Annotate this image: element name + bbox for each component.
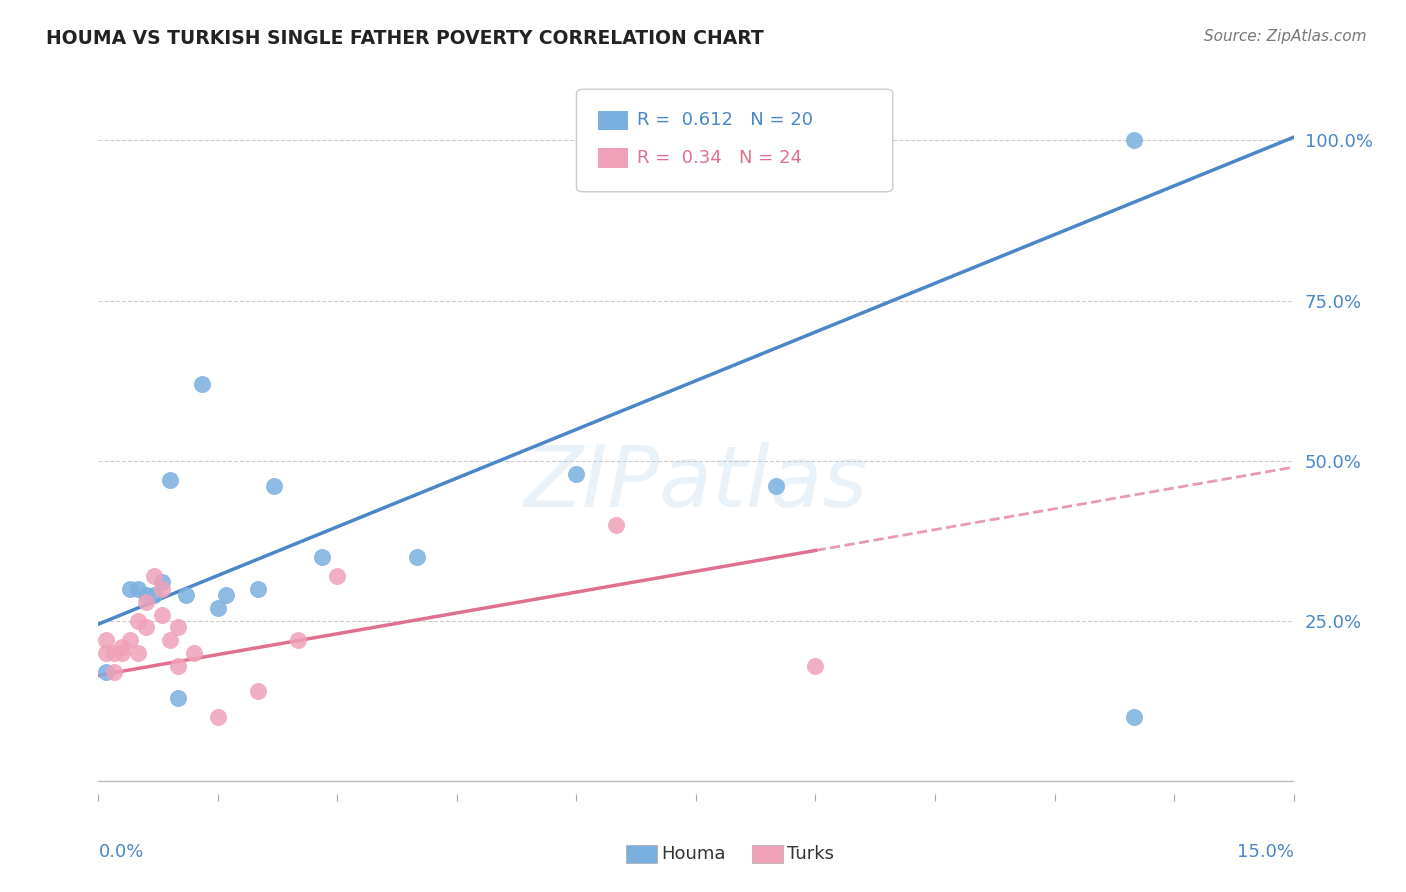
Text: 15.0%: 15.0% <box>1236 843 1294 861</box>
Point <box>135 595 157 609</box>
Point <box>174 588 197 602</box>
Text: Houma: Houma <box>661 845 725 863</box>
Point <box>96 633 118 648</box>
Point <box>167 690 190 705</box>
Point <box>111 640 134 654</box>
Text: ZIPatlas: ZIPatlas <box>524 442 868 525</box>
Point <box>103 646 125 660</box>
Point <box>207 601 229 615</box>
Point <box>96 646 118 660</box>
Point <box>111 646 134 660</box>
Point <box>1123 710 1146 724</box>
Point <box>96 665 118 680</box>
Point <box>311 549 333 564</box>
Point <box>150 575 173 590</box>
Text: R =  0.34   N = 24: R = 0.34 N = 24 <box>637 149 801 167</box>
Point <box>765 479 787 493</box>
Point <box>287 633 309 648</box>
Point <box>263 479 285 493</box>
Text: 0.0%: 0.0% <box>98 843 143 861</box>
Point <box>191 376 214 391</box>
Point <box>127 582 149 596</box>
Point <box>183 646 205 660</box>
Point <box>127 614 149 628</box>
Point <box>326 569 349 583</box>
Point <box>143 588 166 602</box>
Point <box>103 665 125 680</box>
Point <box>135 588 157 602</box>
Point <box>246 684 269 698</box>
Point <box>120 633 142 648</box>
Point <box>143 569 166 583</box>
Text: Source: ZipAtlas.com: Source: ZipAtlas.com <box>1204 29 1367 44</box>
Point <box>605 517 627 532</box>
Point <box>406 549 429 564</box>
Point <box>207 710 229 724</box>
Point <box>804 658 827 673</box>
Point <box>1123 133 1146 147</box>
Point <box>150 607 173 622</box>
Point <box>565 467 588 481</box>
Point <box>127 646 149 660</box>
Point <box>150 582 173 596</box>
Text: HOUMA VS TURKISH SINGLE FATHER POVERTY CORRELATION CHART: HOUMA VS TURKISH SINGLE FATHER POVERTY C… <box>46 29 763 47</box>
Point <box>135 620 157 634</box>
Point <box>167 658 190 673</box>
Point <box>215 588 238 602</box>
Point <box>159 473 181 487</box>
Point <box>246 582 269 596</box>
Text: R =  0.612   N = 20: R = 0.612 N = 20 <box>637 112 813 129</box>
Text: Turks: Turks <box>787 845 834 863</box>
Point <box>120 582 142 596</box>
Point <box>167 620 190 634</box>
Point <box>159 633 181 648</box>
